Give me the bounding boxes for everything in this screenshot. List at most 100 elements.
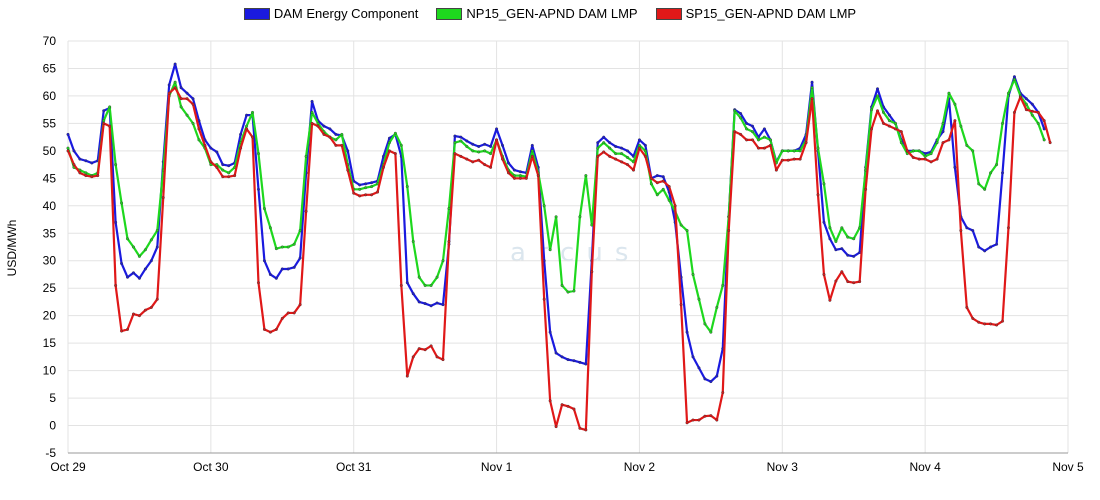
series-2-point bbox=[131, 245, 135, 249]
series-3-point bbox=[328, 135, 332, 139]
series-1-point bbox=[602, 135, 606, 139]
series-2-point bbox=[840, 226, 844, 230]
series-3-point bbox=[233, 174, 237, 178]
series-1-point bbox=[518, 170, 522, 174]
series-3-point bbox=[114, 283, 118, 287]
series-3-point bbox=[542, 297, 546, 301]
series-1-point bbox=[465, 139, 469, 143]
series-3-point bbox=[495, 138, 499, 142]
series-2-point bbox=[245, 124, 249, 128]
series-2-point bbox=[602, 141, 606, 145]
y-tick-label: 70 bbox=[43, 34, 57, 48]
series-1-point bbox=[90, 161, 94, 165]
series-2-point bbox=[655, 193, 659, 197]
series-3-point bbox=[917, 157, 921, 161]
series-1-point bbox=[435, 301, 439, 305]
series-3-point bbox=[96, 174, 100, 178]
series-2-point bbox=[227, 171, 231, 175]
series-3-point bbox=[518, 176, 522, 180]
series-2-point bbox=[542, 204, 546, 208]
series-2-point bbox=[280, 245, 284, 249]
series-3-point bbox=[631, 168, 635, 172]
series-3-point bbox=[280, 316, 284, 320]
series-2-point bbox=[411, 240, 415, 244]
series-3-point bbox=[227, 175, 231, 179]
series-3-point bbox=[548, 399, 552, 403]
series-1-point bbox=[126, 275, 130, 279]
series-3-point bbox=[364, 193, 368, 197]
series-2-point bbox=[810, 86, 814, 90]
series-3-point bbox=[697, 418, 701, 422]
series-3-point bbox=[673, 204, 677, 208]
series-3-point bbox=[441, 358, 445, 362]
series-2-point bbox=[179, 105, 183, 109]
series-1-point bbox=[971, 229, 975, 233]
series-3-point bbox=[977, 320, 981, 324]
series-3-point bbox=[852, 281, 856, 285]
legend-item-1[interactable]: DAM Energy Component bbox=[243, 6, 418, 21]
series-2-point bbox=[197, 138, 201, 142]
series-1-point bbox=[989, 245, 993, 249]
series-3-point bbox=[286, 311, 290, 315]
series-3-point bbox=[465, 157, 469, 161]
series-1-point bbox=[572, 359, 576, 363]
series-1-point bbox=[66, 132, 70, 136]
legend-item-3[interactable]: SP15_GEN-APND DAM LMP bbox=[655, 6, 857, 21]
series-2-point bbox=[935, 141, 939, 145]
series-2-point bbox=[709, 330, 713, 334]
y-tick-label: 10 bbox=[43, 364, 57, 378]
legend-item-2[interactable]: NP15_GEN-APND DAM LMP bbox=[436, 6, 638, 21]
series-1-point bbox=[1012, 75, 1016, 79]
series-2-point bbox=[453, 141, 457, 145]
series-2-point bbox=[364, 186, 368, 190]
series-2-point bbox=[620, 152, 624, 156]
series-3-point bbox=[554, 425, 558, 429]
series-3-point bbox=[435, 355, 439, 359]
series-3-point bbox=[387, 149, 391, 153]
series-3-point bbox=[971, 316, 975, 320]
series-1-point bbox=[983, 249, 987, 253]
series-2-point bbox=[846, 235, 850, 239]
series-3-point bbox=[721, 391, 725, 395]
series-3-point bbox=[483, 163, 487, 167]
series-3-point bbox=[995, 323, 999, 327]
series-3-point bbox=[417, 347, 421, 351]
series-3-point bbox=[876, 109, 880, 113]
y-tick-label: 0 bbox=[49, 419, 56, 433]
series-1-point bbox=[751, 124, 755, 128]
series-1-point bbox=[137, 276, 141, 280]
series-2-point bbox=[691, 272, 695, 276]
series-3-point bbox=[1012, 110, 1016, 114]
series-2-point bbox=[256, 152, 260, 156]
series-1-point bbox=[471, 142, 475, 146]
series-1-point bbox=[762, 127, 766, 131]
series-2-point bbox=[477, 150, 481, 154]
series-1-point bbox=[703, 377, 707, 381]
series-2-point bbox=[405, 185, 409, 189]
series-3-point bbox=[173, 86, 177, 90]
series-1-point bbox=[131, 271, 135, 275]
series-1-point bbox=[280, 267, 284, 271]
legend-label: SP15_GEN-APND DAM LMP bbox=[685, 6, 857, 21]
series-3-point bbox=[667, 185, 671, 189]
series-3-point bbox=[131, 312, 135, 316]
series-3-point bbox=[620, 160, 624, 164]
series-3-point bbox=[893, 127, 897, 131]
series-1-point bbox=[655, 174, 659, 178]
series-1-point bbox=[370, 181, 374, 185]
series-2-point bbox=[584, 174, 588, 178]
series-2-point bbox=[762, 135, 766, 139]
series-3-point bbox=[602, 150, 606, 154]
series-3-point bbox=[84, 174, 88, 178]
series-1-point bbox=[221, 163, 225, 167]
series-1-point bbox=[453, 134, 457, 138]
series-1-point bbox=[506, 161, 510, 165]
series-2-point bbox=[66, 146, 70, 150]
series-1-point bbox=[578, 360, 582, 364]
series-2-point bbox=[685, 229, 689, 233]
series-2-point bbox=[626, 155, 630, 159]
series-2-point bbox=[399, 143, 403, 147]
series-2-point bbox=[173, 80, 177, 84]
legend: DAM Energy Component NP15_GEN-APND DAM LM… bbox=[0, 6, 1100, 23]
series-3-point bbox=[566, 404, 570, 408]
